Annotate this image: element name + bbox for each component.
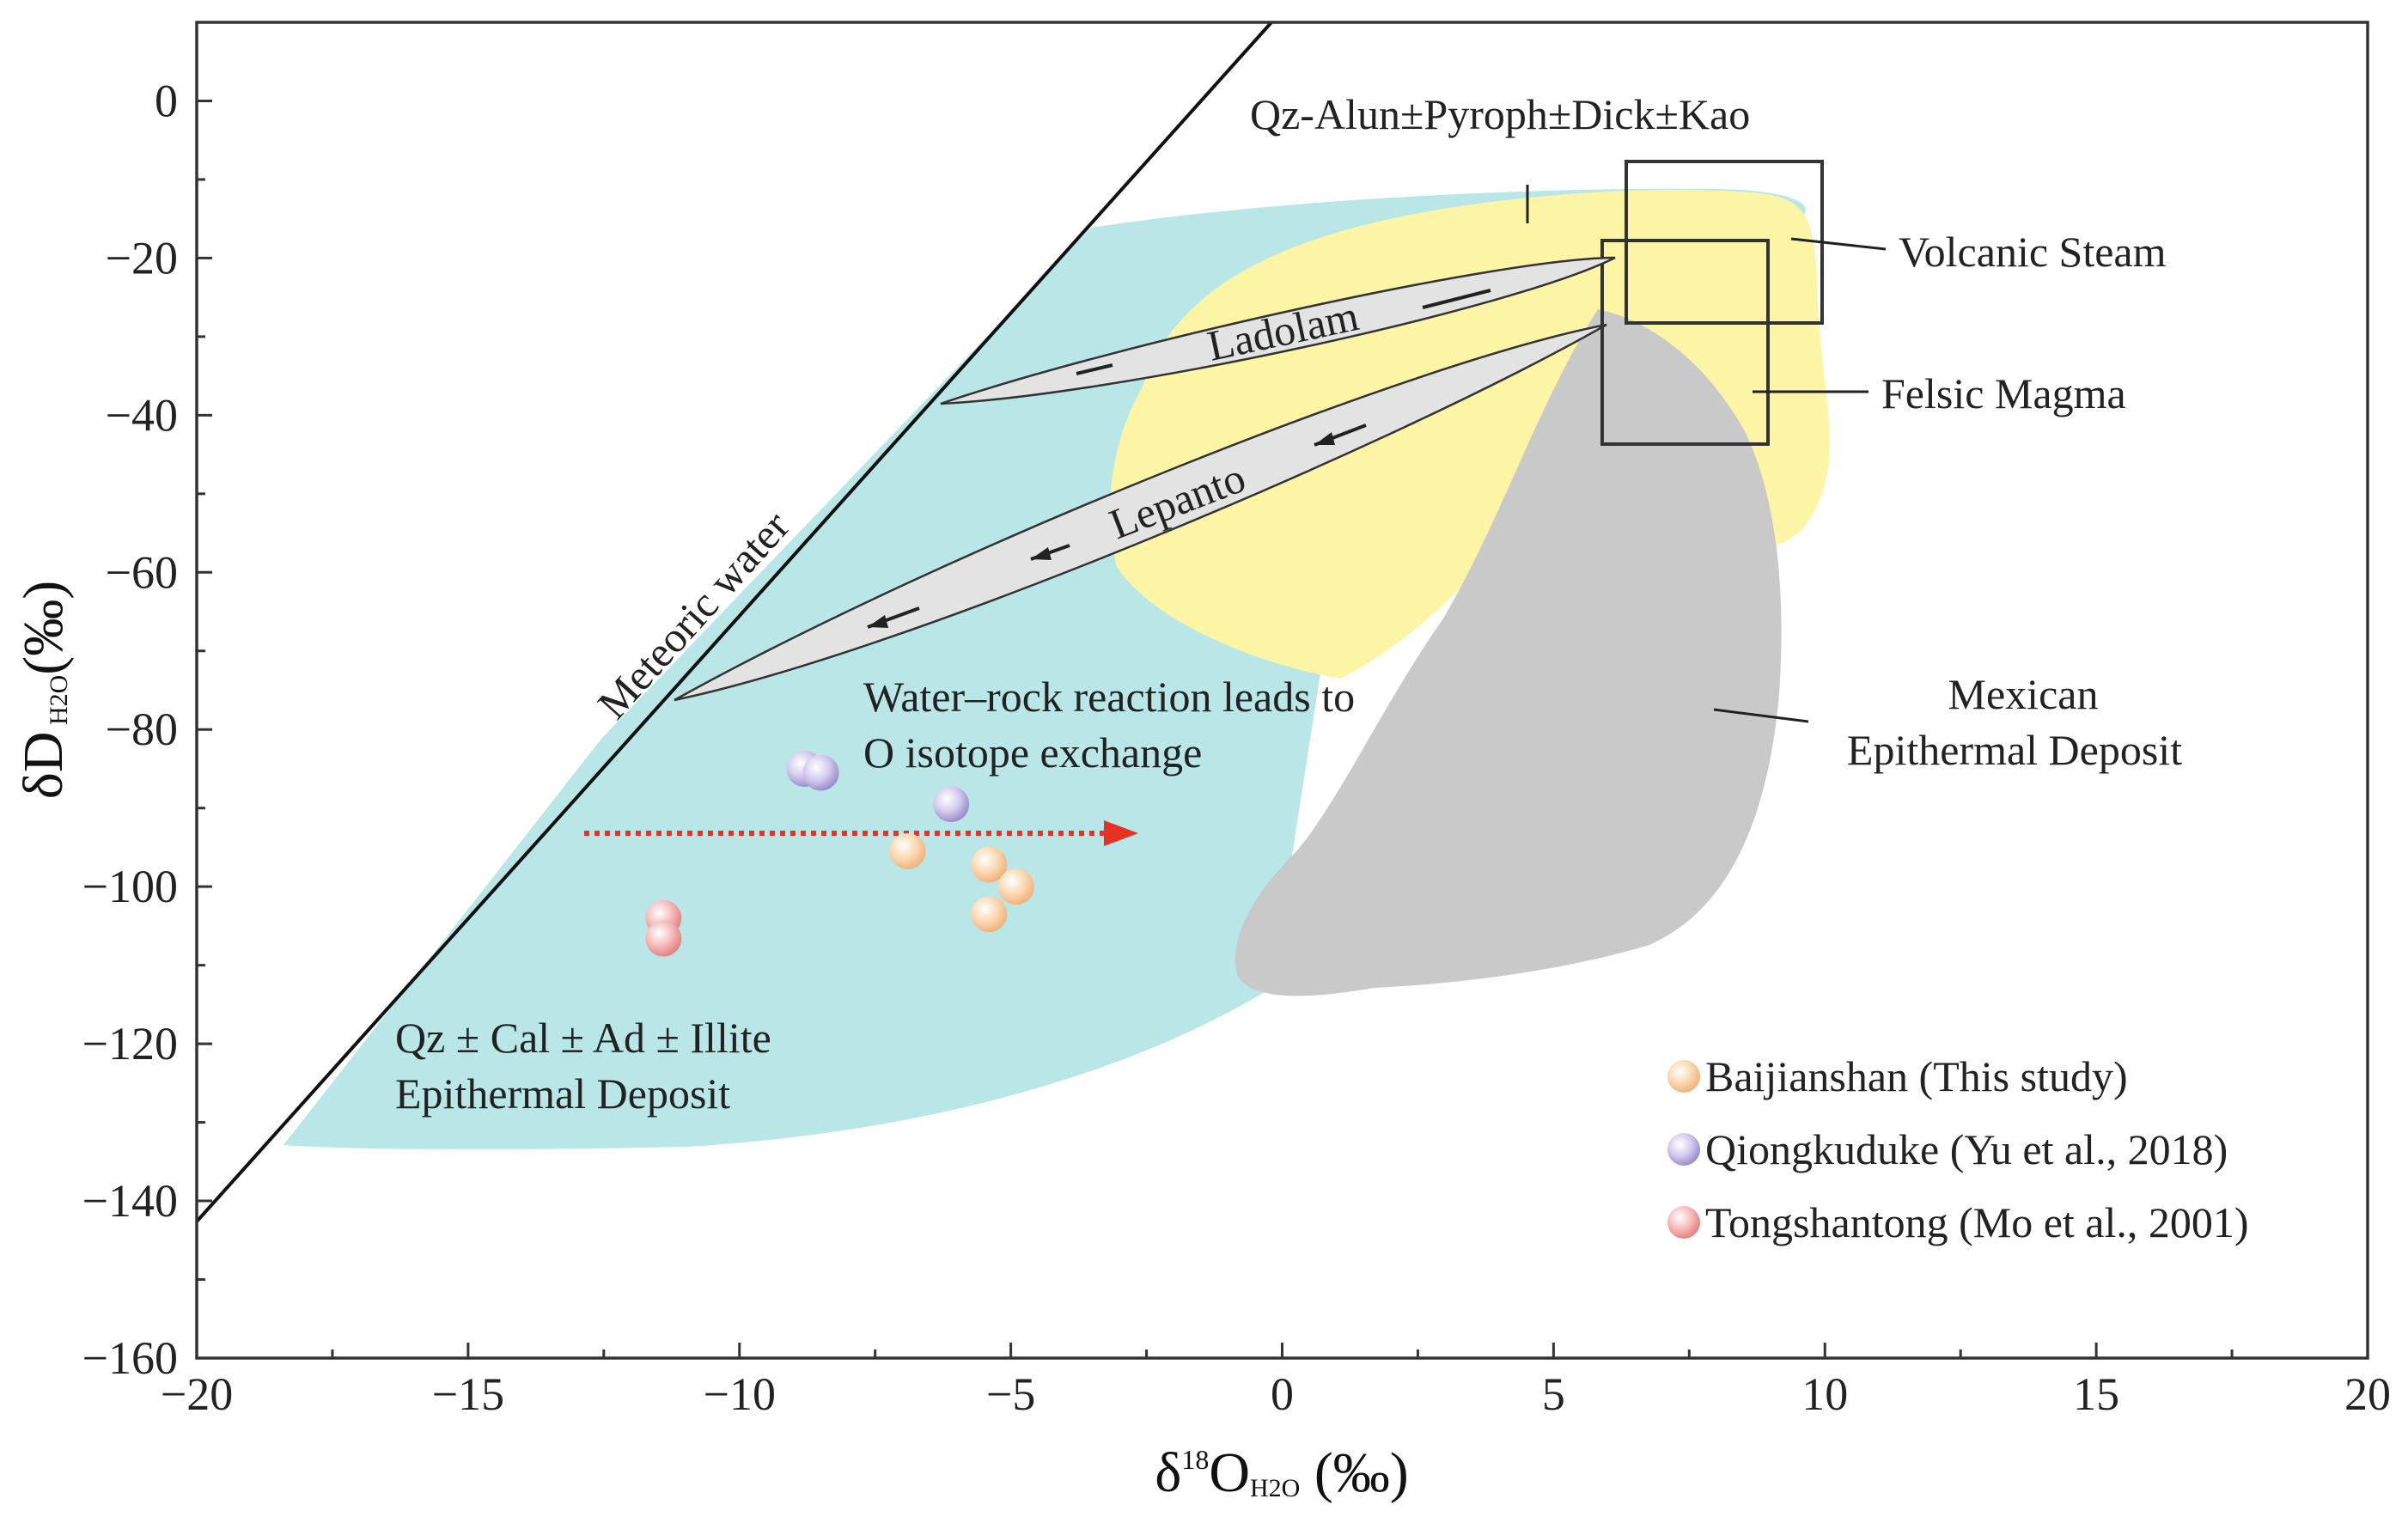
trend-ellipse-lepanto [674,323,1607,702]
x-tick-label: 0 [1271,1368,1294,1420]
y-tick-label: −100 [82,861,178,912]
plot-frame [195,21,2369,1360]
x-tick-label: 5 [1542,1368,1565,1420]
qz-cal-label-2: Epithermal Deposit [395,1069,730,1118]
y-tick-label: −60 [106,546,178,598]
x-axis-title: δ18OH2O (‰) [1155,1441,1409,1504]
felsic-magma-label: Felsic Magma [1881,369,2126,417]
trend-ellipses [674,256,1616,702]
y-tick-label: −20 [106,232,178,283]
oxygen-shift-arrow [584,820,1138,846]
y-tick-label: −80 [106,704,178,755]
y-axis-ticks: 0 −20 −40 −60 −80 −100 −120 −140 −160 [82,21,212,1384]
x-tick-label: 20 [2344,1368,2391,1420]
y-tick-label: −160 [82,1332,178,1384]
mexican-label-1: Mexican [1948,670,2099,718]
legend: Baijianshan (This study) Qiongkuduke (Yu… [1667,1052,2249,1246]
data-points [645,750,1034,957]
leader-lines [1526,185,1887,723]
y-tick-label: −140 [82,1175,178,1227]
legend-marker-tongshantong [1667,1206,1700,1239]
x-tick-label: 15 [2073,1368,2119,1420]
point-qiongkuduke [802,754,839,791]
point-tongshantong [645,920,682,957]
point-baijianshan [889,833,926,870]
x-axis-ticks: −20 −15 −10 −5 0 5 10 15 20 [161,1343,2391,1420]
legend-label-qiongkuduke: Qiongkuduke (Yu et al., 2018) [1705,1125,2228,1173]
field-regions [283,188,1830,1149]
legend-marker-qiongkuduke [1667,1133,1700,1166]
point-qiongkuduke [933,786,970,823]
legend-label-tongshantong: Tongshantong (Mo et al., 2001) [1705,1198,2249,1246]
x-tick-label: −10 [704,1368,776,1420]
water-rock-label-1: Water–rock reaction leads to [863,673,1355,721]
mexican-label-2: Epithermal Deposit [1847,726,2182,774]
y-tick-label: 0 [155,75,178,126]
y-tick-label: −40 [106,389,178,441]
x-tick-label: −5 [986,1368,1035,1420]
y-tick-label: −120 [82,1018,178,1069]
x-tick-label: −15 [432,1368,504,1420]
legend-label-baijianshan: Baijianshan (This study) [1705,1052,2128,1100]
region-mexican [1235,309,1782,996]
y-axis-title: δD H2O(‰) [12,581,75,800]
water-rock-label-2: O isotope exchange [863,728,1202,777]
point-baijianshan [971,846,1008,883]
x-tick-label: 10 [1801,1368,1848,1420]
point-baijianshan [997,868,1034,905]
volcanic-steam-label: Volcanic Steam [1899,228,2167,276]
legend-marker-baijianshan [1667,1060,1700,1093]
meteoric-water-line [197,22,1273,1223]
felsic-magma-box [1600,239,1770,446]
qz-cal-label-1: Qz ± Cal ± Ad ± Illite [395,1014,771,1062]
x-tick-label: −20 [161,1368,233,1420]
point-baijianshan [971,896,1008,933]
qz-alun-label: Qz-Alun±Pyroph±Dick±Kao [1250,90,1750,138]
